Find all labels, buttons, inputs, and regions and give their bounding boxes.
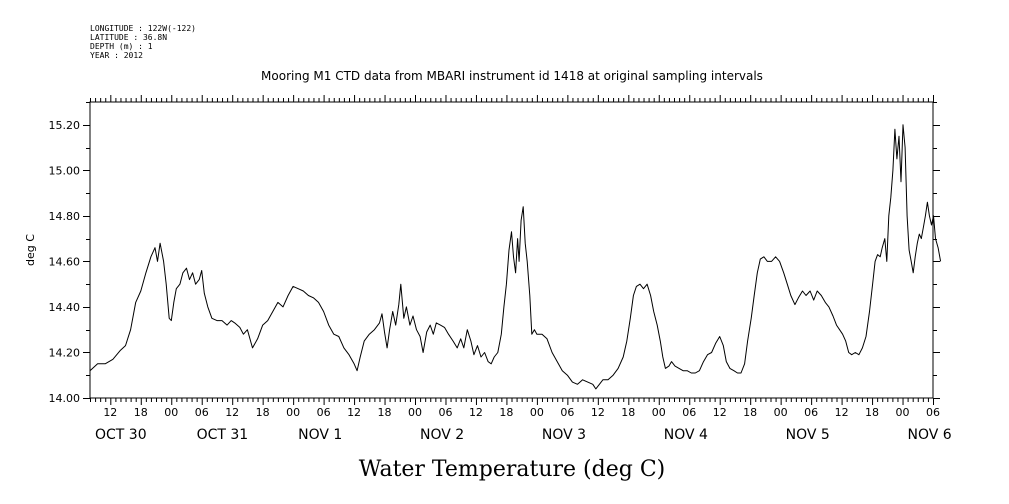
axes <box>89 101 934 399</box>
chart-title: Mooring M1 CTD data from MBARI instrumen… <box>261 69 763 83</box>
x-tick-label: 06 <box>317 406 331 419</box>
x-tick-label: 12 <box>469 406 483 419</box>
header-year: YEAR : 2012 <box>90 51 143 60</box>
x-tick-label: 00 <box>652 406 666 419</box>
x-day-label: OCT 31 <box>197 427 249 443</box>
x-tick-label: 00 <box>286 406 300 419</box>
header-longitude: LONGITUDE : 122W(-122) <box>90 24 196 33</box>
x-tick-label: 00 <box>530 406 544 419</box>
x-tick-label: 06 <box>682 406 696 419</box>
x-day-label: NOV 5 <box>786 427 830 443</box>
y-tick-label: 14.80 <box>49 210 81 223</box>
x-tick-label: 12 <box>591 406 605 419</box>
x-tick-label: 00 <box>164 406 178 419</box>
plot-frame <box>89 101 934 399</box>
header-depth: DEPTH (m) : 1 <box>90 42 153 51</box>
x-day-label: NOV 6 <box>908 427 952 443</box>
x-tick-label: 18 <box>865 406 879 419</box>
x-tick-label: 00 <box>408 406 422 419</box>
x-tick-label: 18 <box>621 406 635 419</box>
x-day-label: NOV 3 <box>542 427 586 443</box>
x-tick-label: 18 <box>743 406 757 419</box>
series-group <box>89 124 942 390</box>
y-tick-label: 14.20 <box>49 346 81 359</box>
x-tick-label: 06 <box>926 406 940 419</box>
x-tick-label: 06 <box>438 406 452 419</box>
x-tick-label: 18 <box>378 406 392 419</box>
series-line <box>89 124 942 390</box>
y-tick-label: 14.40 <box>49 301 81 314</box>
x-tick-label: 06 <box>804 406 818 419</box>
y-tick-label: 15.00 <box>49 164 81 177</box>
tick-marks <box>83 95 940 405</box>
x-tick-label: 00 <box>774 406 788 419</box>
x-tick-label: 12 <box>225 406 239 419</box>
x-day-label: NOV 1 <box>298 427 342 443</box>
y-tick-label: 15.20 <box>49 119 81 132</box>
x-tick-label: 18 <box>134 406 148 419</box>
x-tick-label: 00 <box>896 406 910 419</box>
x-day-label: NOV 2 <box>420 427 464 443</box>
x-tick-label: 06 <box>560 406 574 419</box>
x-tick-label: 18 <box>499 406 513 419</box>
x-tick-label: 12 <box>835 406 849 419</box>
header-latitude: LATITUDE : 36.8N <box>90 33 167 42</box>
y-axis-label: deg C <box>24 234 37 266</box>
x-day-label: OCT 30 <box>95 427 147 443</box>
x-tick-label: 06 <box>195 406 209 419</box>
x-day-label: NOV 4 <box>664 427 708 443</box>
x-tick-label: 12 <box>347 406 361 419</box>
x-tick-label: 18 <box>256 406 270 419</box>
tick-labels: 14.00 14.20 14.40 14.60 14.80 15.00 15.20 12 18 0… <box>49 119 952 443</box>
y-tick-label: 14.00 <box>49 392 81 405</box>
x-tick-label: 12 <box>713 406 727 419</box>
x-tick-label: 12 <box>103 406 117 419</box>
x-axis-title: Water Temperature (deg C) <box>359 457 666 482</box>
y-tick-label: 14.60 <box>49 255 81 268</box>
